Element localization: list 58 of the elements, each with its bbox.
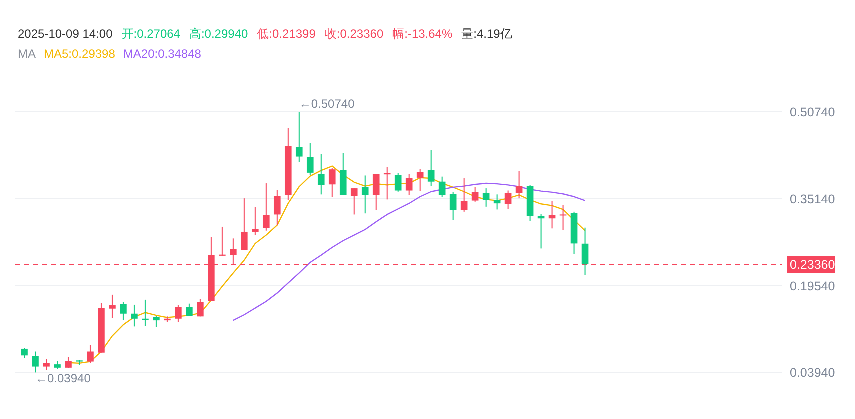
candlestick — [328, 168, 336, 198]
candlestick — [43, 358, 50, 371]
candlestick — [296, 112, 303, 163]
candlestick — [153, 316, 160, 328]
candlestick — [372, 174, 380, 211]
text: ←0.50740 — [299, 97, 356, 111]
text: 量:4.19亿 — [462, 27, 512, 41]
candlestick — [21, 348, 28, 359]
candlestick — [560, 204, 567, 231]
candlestick — [504, 190, 512, 210]
candlestick — [416, 168, 424, 192]
candlestick — [241, 198, 248, 251]
ref-line-label: 0.23360 — [790, 258, 836, 272]
candlestick — [252, 206, 259, 236]
candlestick — [262, 183, 270, 232]
candlestick — [274, 190, 281, 226]
legend-title: MA — [18, 47, 36, 61]
candlestick — [460, 178, 468, 212]
candlestick — [306, 142, 314, 176]
text: 开:0.27064 — [122, 27, 181, 41]
line-series — [232, 182, 586, 322]
y-tick-label: 0.50740 — [790, 106, 836, 120]
candlestick — [428, 150, 435, 187]
candlestick — [582, 227, 589, 276]
candlestick — [482, 188, 490, 208]
candlestick — [362, 175, 369, 214]
y-tick-label: 0.19540 — [790, 279, 836, 294]
candlestick — [219, 226, 226, 256]
candlestick — [65, 356, 72, 369]
annotation: ←0.03940 — [35, 372, 92, 386]
candlestick — [394, 173, 402, 192]
candlestick — [186, 303, 193, 317]
y-tick-label: 0.35140 — [790, 192, 836, 206]
text: MA20:0.34848 — [123, 47, 202, 61]
candlestick — [318, 154, 325, 196]
candlestick — [472, 186, 479, 202]
text: 幅:-13.64% — [392, 27, 453, 41]
candlestick — [175, 305, 182, 323]
chart-title: 2025-10-09 14:00 — [18, 27, 114, 41]
text: 收:0.23360 — [324, 27, 384, 41]
text: MA5:0.29398 — [44, 47, 116, 61]
candlestick — [32, 351, 39, 374]
candlestick — [450, 192, 457, 221]
candlestick — [87, 344, 94, 364]
candlestick — [120, 302, 127, 321]
candlestick — [350, 188, 358, 216]
candlestick — [142, 299, 149, 327]
candlestick — [406, 174, 413, 196]
text: 高:0.29940 — [189, 27, 249, 41]
candlestick — [384, 166, 391, 200]
candlestick — [438, 176, 446, 198]
text: 低:0.21399 — [257, 27, 316, 41]
candlestick — [109, 294, 116, 319]
candlestick — [516, 170, 523, 200]
candlestick — [197, 298, 204, 318]
candlestick — [494, 194, 501, 210]
candlestick — [131, 304, 138, 328]
y-tick-label: 0.03940 — [790, 366, 836, 380]
